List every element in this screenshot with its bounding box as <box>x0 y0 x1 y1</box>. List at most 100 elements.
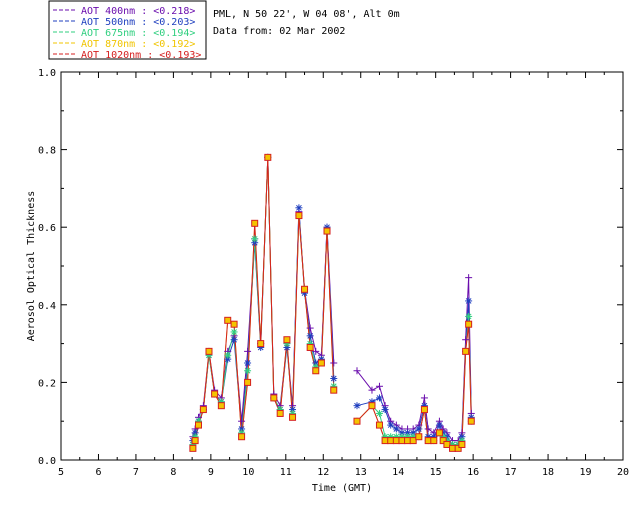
marker-stroke <box>436 422 443 428</box>
y-tick-label: 0.6 <box>38 223 56 234</box>
y-tick-label: 0.0 <box>38 456 56 467</box>
data-point <box>195 421 203 429</box>
data-point <box>276 409 284 417</box>
x-tick-label: 6 <box>95 467 101 478</box>
x-tick-label: 10 <box>242 467 254 478</box>
data-point <box>449 444 457 452</box>
marker-stroke <box>393 426 400 432</box>
data-point <box>465 320 473 328</box>
data-point <box>264 153 272 161</box>
y-axis-label: Aerosol Optical Thickness <box>26 191 37 342</box>
data-point <box>317 359 325 367</box>
series-line-0 <box>192 157 472 442</box>
data-point <box>392 437 400 445</box>
legend-label: AOT 870nm : <0.192> <box>81 39 195 50</box>
marker-stroke <box>376 410 383 417</box>
x-tick-label: 15 <box>430 467 442 478</box>
data-point <box>251 219 259 227</box>
x-axis-label: Time (GMT) <box>312 483 372 494</box>
data-point <box>312 367 320 375</box>
data-point <box>387 421 395 429</box>
data-point <box>430 437 438 445</box>
data-point <box>295 212 303 220</box>
x-tick-label: 18 <box>542 467 554 478</box>
data-point <box>211 390 219 398</box>
data-point <box>458 440 466 448</box>
legend-box <box>48 0 207 60</box>
data-point <box>306 343 314 351</box>
marker-stroke <box>251 235 258 242</box>
data-point <box>224 351 232 359</box>
data-point <box>467 417 475 425</box>
data-point <box>257 340 265 348</box>
marker-stroke <box>354 402 360 409</box>
legend: AOT 400nm : <0.218>AOT 500nm : <0.203>AO… <box>53 6 201 61</box>
data-point <box>353 402 361 410</box>
marker-stroke <box>307 332 314 339</box>
data-point <box>381 406 389 414</box>
data-point <box>301 285 309 293</box>
data-point <box>224 316 232 324</box>
data-point <box>191 437 199 445</box>
data-point <box>199 406 207 414</box>
marker-stroke <box>231 336 237 343</box>
y-tick-label: 0.2 <box>38 378 56 389</box>
legend-label: AOT 500nm : <0.203> <box>81 17 195 28</box>
data-point <box>330 359 338 367</box>
data-point <box>375 382 383 390</box>
data-point <box>415 433 423 441</box>
data-point <box>189 444 197 452</box>
data-point <box>409 437 417 445</box>
y-tick-label: 0.8 <box>38 146 56 157</box>
data-point <box>404 437 412 445</box>
data-point <box>238 417 246 425</box>
data-point <box>238 433 246 441</box>
marker-stroke <box>376 395 383 401</box>
data-point <box>465 312 473 320</box>
axes: 5 6 7 8 9 10 11 12 13 14 15 16 17 18 19 20 0.0 0.2 0.4 0.6 0… <box>38 68 629 478</box>
y-tick-label: 0.4 <box>38 301 56 312</box>
data-point <box>353 417 361 425</box>
data-point <box>244 367 252 375</box>
y-tick-label: 1.0 <box>38 68 56 79</box>
x-tick-label: 14 <box>392 467 404 478</box>
marker-stroke <box>382 406 388 413</box>
chart-title: PML, N 50 22', W 04 08', Alt 0m <box>213 9 400 20</box>
legend-label: AOT 1020nm : <0.193> <box>81 50 201 61</box>
plot-frame <box>60 71 624 461</box>
data-point <box>465 297 473 305</box>
data-point <box>392 425 400 433</box>
data-point <box>306 324 314 332</box>
marker-stroke <box>387 422 394 428</box>
x-tick-label: 5 <box>58 467 64 478</box>
data-point <box>230 328 238 336</box>
x-tick-label: 16 <box>467 467 479 478</box>
series-markers <box>189 153 475 452</box>
data-point <box>230 336 238 344</box>
data-point <box>251 235 259 243</box>
data-point <box>435 421 443 429</box>
series-line-1 <box>192 157 472 445</box>
data-point <box>375 409 383 417</box>
marker-stroke <box>231 329 237 335</box>
data-point <box>323 227 331 235</box>
data-point <box>465 274 473 282</box>
data-point <box>244 378 252 386</box>
data-point <box>295 204 303 212</box>
series-line-2 <box>192 157 472 445</box>
x-tick-label: 11 <box>280 467 292 478</box>
x-tick-label: 8 <box>170 467 176 478</box>
data-point <box>244 347 252 355</box>
data-point <box>330 386 338 394</box>
data-point <box>312 347 320 355</box>
data-point <box>353 367 361 375</box>
x-tick-label: 9 <box>208 467 214 478</box>
data-point <box>387 437 395 445</box>
data-point <box>398 437 406 445</box>
data-point <box>289 413 297 421</box>
data-point <box>244 359 252 367</box>
data-point <box>306 332 314 340</box>
x-tick-label: 17 <box>505 467 517 478</box>
x-tick-label: 7 <box>133 467 139 478</box>
